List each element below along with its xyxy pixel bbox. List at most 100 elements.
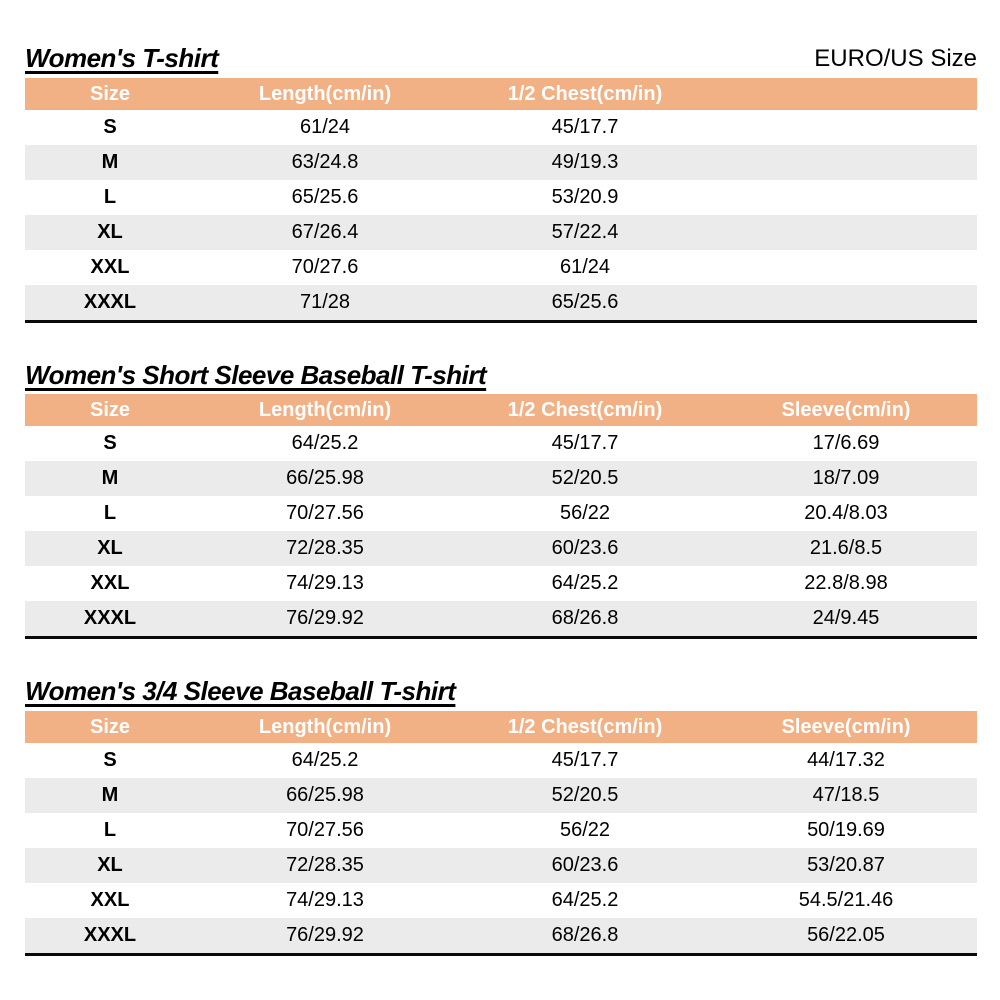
column-header-sleeve: Sleeve(cm/in) (781, 715, 911, 738)
size-cell: S (103, 432, 117, 455)
size-table: Size Length(cm/in) 1/2 Chest(cm/in) S 61… (25, 77, 977, 323)
size-table: Size Length(cm/in) 1/2 Chest(cm/in) Slee… (25, 394, 977, 640)
length-cell: 72/28.35 (286, 853, 364, 876)
sleeve-cell: 18/7.09 (812, 467, 880, 490)
length-cell: 70/27.56 (286, 502, 364, 525)
table-row: L 65/25.6 53/20.9 (25, 179, 977, 215)
chest-cell: 60/23.6 (551, 853, 619, 876)
size-cell: S (103, 115, 117, 138)
empty-cell (715, 110, 977, 145)
size-cell: XL (97, 537, 123, 560)
length-cell: 66/25.98 (286, 467, 364, 490)
size-cell: S (103, 748, 117, 771)
sleeve-cell: 47/18.5 (812, 783, 880, 806)
size-cell: XXL (90, 572, 130, 595)
size-cell: XXL (90, 888, 130, 911)
size-standard-label: EURO/US Size (814, 45, 977, 73)
size-cell: L (103, 818, 117, 841)
size-cell: L (103, 185, 117, 208)
chest-cell: 64/25.2 (551, 572, 619, 595)
chest-cell: 49/19.3 (551, 150, 619, 173)
empty-cell (715, 145, 977, 180)
length-cell: 70/27.6 (291, 255, 359, 278)
column-header-chest: 1/2 Chest(cm/in) (507, 715, 663, 738)
chest-cell: 45/17.7 (551, 115, 619, 138)
empty-cell (715, 250, 977, 285)
table-row: XXXL 71/28 65/25.6 (25, 284, 977, 320)
empty-cell (715, 180, 977, 215)
chest-cell: 56/22 (559, 502, 611, 525)
length-cell: 63/24.8 (291, 150, 359, 173)
title-row: Women's T-shirt EURO/US Size (25, 44, 977, 73)
title-row: Women's Short Sleeve Baseball T-shirt (25, 359, 977, 390)
size-cell: M (101, 783, 119, 806)
table-header-row: Size Length(cm/in) 1/2 Chest(cm/in) (25, 77, 977, 110)
section-title: Women's 3/4 Sleeve Baseball T-shirt (25, 676, 456, 707)
column-header-size: Size (89, 399, 131, 422)
sleeve-cell: 21.6/8.5 (809, 537, 883, 560)
chest-cell: 64/25.2 (551, 888, 619, 911)
length-cell: 76/29.92 (286, 923, 364, 946)
size-cell: XXL (90, 255, 130, 278)
sleeve-cell: 20.4/8.03 (804, 502, 888, 525)
chest-cell: 60/23.6 (551, 537, 619, 560)
table-body: S 64/25.2 45/17.7 44/17.32 M 66/25.98 52… (25, 742, 977, 953)
table-row: XXL 74/29.13 64/25.2 54.5/21.46 (25, 882, 977, 918)
table-row: M 66/25.98 52/20.5 47/18.5 (25, 777, 977, 813)
length-cell: 64/25.2 (291, 432, 359, 455)
table-row: M 66/25.98 52/20.5 18/7.09 (25, 461, 977, 497)
table-row: XL 72/28.35 60/23.6 53/20.87 (25, 847, 977, 883)
length-cell: 74/29.13 (286, 888, 364, 911)
length-cell: 61/24 (299, 115, 351, 138)
length-cell: 76/29.92 (286, 607, 364, 630)
chest-cell: 61/24 (559, 255, 611, 278)
column-header-empty (715, 78, 977, 110)
section-title: Women's T-shirt (25, 43, 219, 73)
size-cell: L (103, 502, 117, 525)
table-row: XL 72/28.35 60/23.6 21.6/8.5 (25, 531, 977, 567)
table-row: M 63/24.8 49/19.3 (25, 144, 977, 180)
length-cell: 74/29.13 (286, 572, 364, 595)
chest-cell: 45/17.7 (551, 748, 619, 771)
section-womens-three-quarter-sleeve-baseball-tshirt: Women's 3/4 Sleeve Baseball T-shirt Size… (25, 677, 977, 956)
chest-cell: 56/22 (559, 818, 611, 841)
chest-cell: 52/20.5 (551, 783, 619, 806)
length-cell: 71/28 (299, 290, 351, 313)
length-cell: 65/25.6 (291, 185, 359, 208)
length-cell: 64/25.2 (291, 748, 359, 771)
size-cell: XXXL (83, 290, 137, 313)
chest-cell: 45/17.7 (551, 432, 619, 455)
table-row: L 70/27.56 56/22 50/19.69 (25, 812, 977, 848)
table-row: XL 67/26.4 57/22.4 (25, 214, 977, 250)
table-row: XXXL 76/29.92 68/26.8 56/22.05 (25, 917, 977, 953)
table-row: XXL 70/27.6 61/24 (25, 249, 977, 285)
column-header-size: Size (89, 82, 131, 105)
size-cell: M (101, 150, 119, 173)
sleeve-cell: 22.8/8.98 (804, 572, 888, 595)
table-row: S 64/25.2 45/17.7 17/6.69 (25, 426, 977, 462)
sleeve-cell: 24/9.45 (812, 607, 880, 630)
table-header-row: Size Length(cm/in) 1/2 Chest(cm/in) Slee… (25, 710, 977, 743)
size-cell: XXXL (83, 607, 137, 630)
size-cell: XL (97, 220, 123, 243)
column-header-chest: 1/2 Chest(cm/in) (507, 82, 663, 105)
sleeve-cell: 53/20.87 (807, 853, 885, 876)
sleeve-cell: 17/6.69 (812, 432, 880, 455)
table-row: S 61/24 45/17.7 (25, 109, 977, 145)
table-row: L 70/27.56 56/22 20.4/8.03 (25, 496, 977, 532)
chest-cell: 53/20.9 (551, 185, 619, 208)
sleeve-cell: 50/19.69 (807, 818, 885, 841)
column-header-length: Length(cm/in) (258, 715, 392, 738)
column-header-length: Length(cm/in) (258, 399, 392, 422)
length-cell: 70/27.56 (286, 818, 364, 841)
empty-cell (715, 285, 977, 320)
table-row: S 64/25.2 45/17.7 44/17.32 (25, 742, 977, 778)
length-cell: 66/25.98 (286, 783, 364, 806)
column-header-length: Length(cm/in) (258, 82, 392, 105)
column-header-size: Size (89, 715, 131, 738)
section-title: Women's Short Sleeve Baseball T-shirt (25, 359, 487, 390)
table-row: XXXL 76/29.92 68/26.8 24/9.45 (25, 601, 977, 637)
sleeve-cell: 56/22.05 (807, 923, 885, 946)
column-header-sleeve: Sleeve(cm/in) (781, 399, 911, 422)
